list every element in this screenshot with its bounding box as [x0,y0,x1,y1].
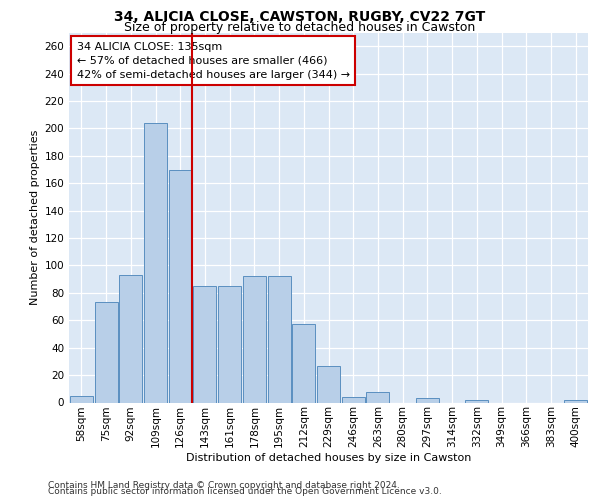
Bar [218,286,241,403]
Text: 34 ALICIA CLOSE: 135sqm
← 57% of detached houses are smaller (466)
42% of semi-d: 34 ALICIA CLOSE: 135sqm ← 57% of detache… [77,42,350,80]
Text: Contains HM Land Registry data © Crown copyright and database right 2024.: Contains HM Land Registry data © Crown c… [48,481,400,490]
Bar [144,123,167,402]
Bar [268,276,290,402]
Bar [193,286,217,403]
Bar [70,396,93,402]
Bar [342,397,365,402]
X-axis label: Distribution of detached houses by size in Cawston: Distribution of detached houses by size … [186,453,471,463]
Bar [243,276,266,402]
Text: Contains public sector information licensed under the Open Government Licence v3: Contains public sector information licen… [48,488,442,496]
Bar [416,398,439,402]
Bar [465,400,488,402]
Bar [169,170,192,402]
Bar [292,324,315,402]
Text: 34, ALICIA CLOSE, CAWSTON, RUGBY, CV22 7GT: 34, ALICIA CLOSE, CAWSTON, RUGBY, CV22 7… [115,10,485,24]
Bar [95,302,118,402]
Bar [119,275,142,402]
Y-axis label: Number of detached properties: Number of detached properties [30,130,40,305]
Bar [367,392,389,402]
Bar [317,366,340,403]
Text: Size of property relative to detached houses in Cawston: Size of property relative to detached ho… [124,21,476,34]
Bar [564,400,587,402]
